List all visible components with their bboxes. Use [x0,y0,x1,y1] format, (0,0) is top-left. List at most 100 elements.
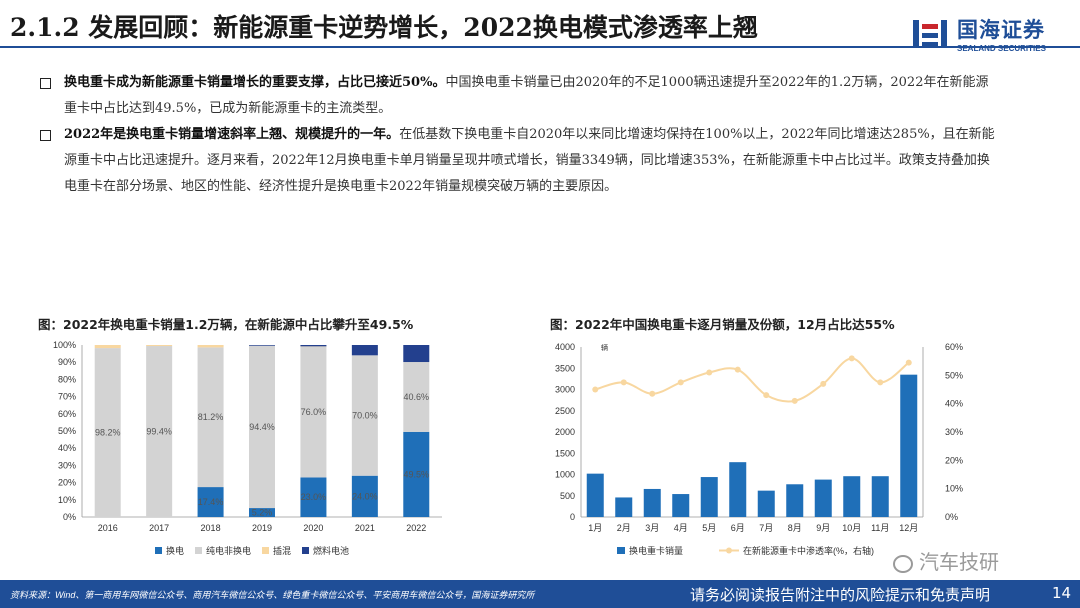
bar-segment [146,346,173,517]
legend-swatch-line-point [726,547,732,554]
square-bullet-icon [40,78,51,89]
y-tick-label: 30% [58,460,76,470]
data-label: 70.0% [352,411,378,421]
y-left-tick-label: 1500 [555,448,575,458]
bar [615,497,633,517]
x-tick-label: 2017 [149,523,169,533]
bar-segment [249,345,275,509]
legend-swatch [155,547,162,554]
x-tick-label: 2019 [252,523,272,533]
y-tick-label: 60% [58,409,76,419]
y-left-tick-label: 2000 [555,427,575,437]
line-point [734,366,741,373]
penetration-line [594,357,910,403]
legend-label: 燃料电池 [313,545,349,556]
y-tick-label: 70% [58,392,76,402]
bar-segment [249,345,275,346]
line-point [791,397,798,404]
bar-segment [197,487,224,517]
square-bullet-icon [40,130,51,141]
logo-text-cn: 国海证券 [957,18,1045,42]
y-tick-label: 100% [53,340,76,350]
logo-icon [913,20,947,48]
bullet-bold: 换电重卡成为新能源重卡销量增长的重要支撑，占比已接近50%。 [64,75,446,90]
bullet-text: 中国换电重卡销量已由2020年的不足1000辆迅速提升至2022年的1.2万辆，… [64,75,989,116]
logo-text-en: SEALAND SECURITIES [957,44,1046,53]
legend-label-bar: 换电重卡销量 [629,545,683,556]
data-label: 94.4% [249,422,275,432]
bar-segment [197,345,224,348]
legend-label: 插混 [273,545,291,556]
line-point [706,369,713,376]
bar [843,476,861,517]
footer-source: 资料来源：Wind、第一商用车网微信公众号、商用汽车微信公众号、绿色重卡微信公众… [10,590,535,600]
y-right-tick-label: 0% [945,512,958,522]
bullet-text: 在低基数下换电重卡自2020年以来同比增速均保持在100%以上，2022年同比增… [64,127,995,194]
bar [900,374,918,517]
x-tick-label: 2月 [617,523,631,533]
legend-swatch [195,547,202,554]
x-tick-label: 3月 [645,523,659,533]
footer-disclaimer: 请务必阅读报告附注中的风险提示和免责声明 [690,586,991,604]
line-point [592,386,599,393]
company-logo: 国海证券 SEALAND SECURITIES [910,14,1070,58]
bar [672,494,690,517]
bar-segment [351,355,378,476]
bullet-bold: 2022年是换电重卡销量增速斜率上翘、规模提升的一年。 [64,127,400,142]
bar [643,488,661,517]
bar-segment [351,345,378,356]
y-left-tick-label: 4000 [555,342,575,352]
legend-swatch-bar [617,547,625,554]
bar [700,477,718,517]
chart2-bar-line: 0 500 1000 1500 2000 2500 3000 3500 4000 辆 0% 10% 20… [555,342,963,556]
y-left-tick-label: 3500 [555,363,575,373]
bar-segment [94,345,121,349]
legend-label: 换电 [166,545,184,556]
line-point [763,392,770,399]
legend-label: 纯电非换电 [206,545,251,556]
y-tick-label: 40% [58,443,76,453]
y-tick-label: 0% [63,512,76,522]
line-point [620,379,627,386]
data-label: 98.2% [95,428,121,438]
chart2-title: 图：2022年中国换电重卡逐月销量及份额，12月占比达55% [550,317,895,332]
data-label: 23.0% [301,492,327,502]
x-tick-label: 1月 [588,523,602,533]
data-label: 40.6% [404,392,430,402]
data-label: 81.2% [198,412,224,422]
x-tick-label: 2016 [98,523,118,533]
legend-swatch [262,547,269,554]
bar [757,490,775,517]
footer-bar: 资料来源：Wind、第一商用车网微信公众号、商用汽车微信公众号、绿色重卡微信公众… [0,580,1080,608]
x-tick-label: 2021 [355,523,375,533]
line-point [820,380,827,387]
x-tick-label: 4月 [674,523,688,533]
slide-title: 2.1.2 发展回顾：新能源重卡逆势增长，2022换电模式渗透率上翘 [10,13,758,42]
data-label: 99.4% [146,427,172,437]
line-point [877,379,884,386]
line-point [649,390,656,397]
bullet-item: 2022年是换电重卡销量增速斜率上翘、规模提升的一年。在低基数下换电重卡自202… [38,122,998,200]
y-right-tick-label: 60% [945,342,963,352]
y-right-tick-label: 10% [945,484,963,494]
y-right-tick-label: 40% [945,399,963,409]
watermark-text: 汽车技研 [919,550,999,574]
bar [814,479,832,517]
bar-segment [403,431,430,517]
y-tick-label: 90% [58,357,76,367]
y-tick-label: 20% [58,478,76,488]
y-left-tick-label: 1000 [555,470,575,480]
wechat-icon [893,554,913,573]
watermark: 汽车技研 [893,546,999,575]
x-tick-label: 8月 [788,523,802,533]
y-left-tick-label: 500 [560,491,575,501]
x-tick-label: 10月 [842,523,861,533]
bar-segment [403,345,430,363]
bullet-item: 换电重卡成为新能源重卡销量增长的重要支撑，占比已接近50%。中国换电重卡销量已由… [38,70,998,122]
y-left-tick-label: 3000 [555,385,575,395]
line-point [677,379,684,386]
x-tick-label: 2020 [303,523,323,533]
x-tick-label: 12月 [899,523,918,533]
legend-label-line: 在新能源重卡中渗透率(%，右轴) [743,545,874,556]
x-tick-label: 2018 [201,523,221,533]
